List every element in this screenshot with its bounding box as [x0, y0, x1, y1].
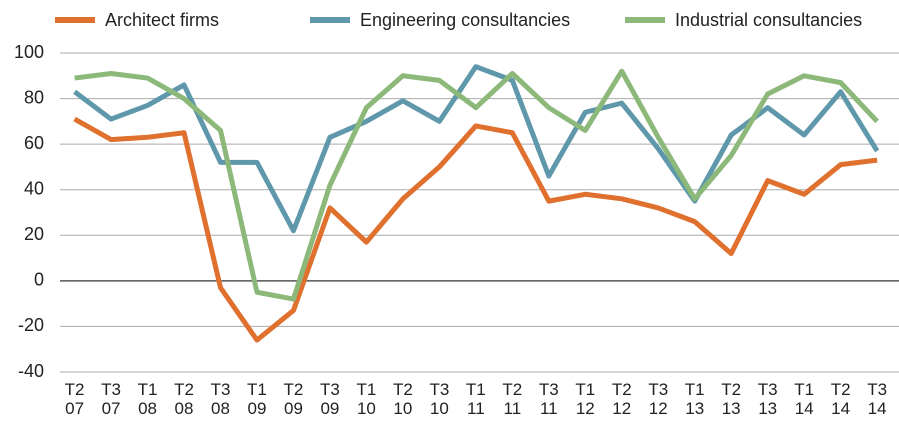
y-tick-label: 80	[24, 87, 44, 107]
x-tick-label: T2 12	[611, 380, 632, 418]
x-tick-label: T2 09	[283, 380, 304, 418]
x-tick-label: T2 07	[64, 380, 85, 418]
series-line	[73, 116, 878, 343]
x-tick-label: T3 08	[210, 380, 231, 418]
x-tick-label: T3 11	[538, 380, 559, 418]
y-tick-label: -20	[18, 315, 44, 335]
x-tick-label: T2 10	[392, 380, 413, 418]
x-tick-label: T2 11	[502, 380, 523, 418]
x-tick-label: T1 12	[575, 380, 596, 418]
x-tick-label: T2 08	[174, 380, 194, 418]
x-tick-label: T1 10	[356, 380, 377, 418]
y-tick-label: 100	[14, 42, 44, 62]
legend-label: Engineering consultancies	[360, 10, 570, 30]
y-tick-label: 60	[24, 133, 44, 153]
y-tick-label: 40	[24, 178, 44, 198]
series-line	[74, 68, 879, 302]
x-tick-label: T3 12	[648, 380, 669, 418]
x-tick-label: T1 09	[247, 380, 267, 418]
x-tick-label: T1 11	[465, 380, 486, 418]
legend-label: Architect firms	[105, 10, 219, 30]
y-tick-label: 20	[24, 224, 44, 244]
x-tick-label: T3 14	[867, 380, 888, 418]
y-tick-label: 0	[34, 270, 44, 290]
y-tick-label: -40	[18, 361, 44, 381]
x-tick-label: T3 13	[757, 380, 778, 418]
x-tick-label: T3 07	[101, 380, 121, 418]
x-tick-label: T2 14	[830, 380, 851, 418]
x-tick-label: T1 13	[684, 380, 705, 418]
legend-label: Industrial consultancies	[675, 10, 862, 30]
x-tick-label: T1 08	[137, 380, 158, 418]
x-tick-label: T1 14	[794, 380, 815, 418]
x-tick-label: T2 13	[721, 380, 742, 418]
x-tick-label: T3 09	[320, 380, 340, 418]
x-tick-label: T3 10	[429, 380, 450, 418]
series-line	[73, 64, 880, 234]
